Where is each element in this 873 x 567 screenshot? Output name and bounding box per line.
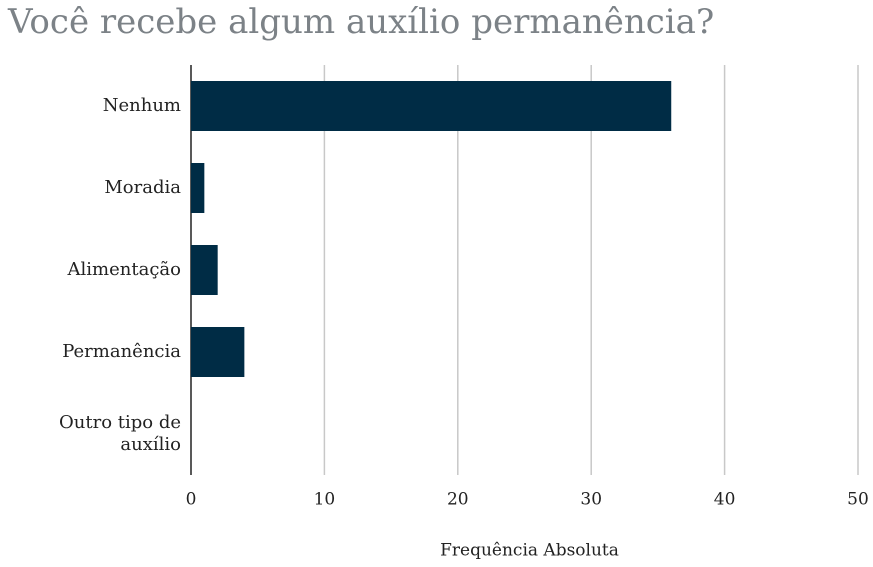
y-tick-label: Moradia: [104, 177, 181, 198]
x-tick-label: 50: [847, 490, 869, 510]
y-tick-label: Outro tipo de auxílio: [59, 412, 181, 455]
y-tick-label: Alimentação: [67, 259, 181, 280]
y-tick-label: Permanência: [62, 341, 181, 362]
x-tick-label: 20: [447, 490, 469, 510]
y-tick-label: Nenhum: [102, 95, 181, 116]
bar: [191, 163, 205, 213]
x-axis-title: Frequência Absoluta: [440, 541, 619, 561]
x-tick-label: 10: [314, 490, 336, 510]
chart-title: Você recebe algum auxílio permanência?: [8, 2, 715, 42]
bar: [191, 245, 218, 295]
x-tick-label: 0: [186, 490, 197, 510]
x-tick-label: 40: [714, 490, 736, 510]
bar: [191, 81, 672, 131]
bar: [191, 327, 245, 377]
x-tick-label: 30: [580, 490, 602, 510]
